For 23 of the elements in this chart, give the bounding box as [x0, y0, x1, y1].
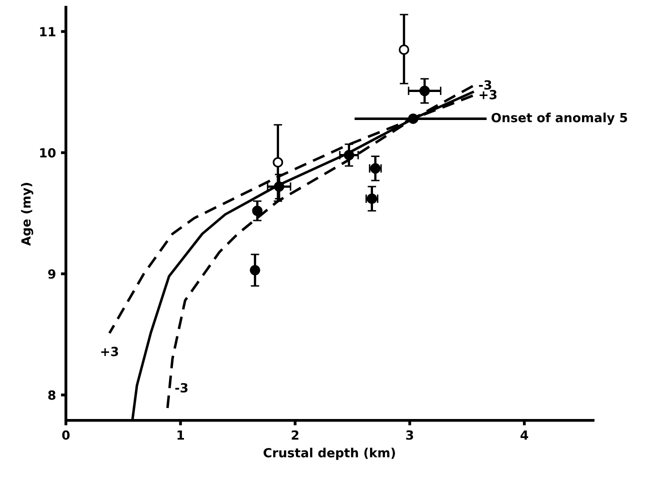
annotation: +3	[101, 346, 118, 356]
y-tick-label: 9	[48, 269, 56, 279]
y-tick-label: 10	[40, 148, 56, 158]
annotation: -3	[175, 383, 188, 393]
x-tick-label: 4	[520, 430, 528, 440]
point	[274, 181, 284, 192]
x-tick-label: 3	[406, 430, 414, 440]
point	[398, 44, 410, 55]
x-tick-label: 1	[178, 430, 184, 440]
annotation: Onset of anomaly 5	[492, 112, 628, 125]
y-tick-label: 8	[48, 390, 56, 400]
point	[250, 264, 260, 276]
y-tick-label: 11	[40, 27, 56, 36]
annotation: +3	[480, 90, 496, 100]
point	[272, 157, 284, 168]
x-tick-label: 0	[62, 430, 70, 440]
y-axis-title: Age (my)	[21, 182, 34, 246]
annotation: -3	[478, 80, 492, 90]
x-axis-title: Crustal depth (km)	[264, 448, 395, 460]
point	[252, 206, 263, 216]
x-tick-label: 2	[292, 430, 298, 440]
point	[419, 86, 430, 96]
point	[344, 150, 354, 160]
